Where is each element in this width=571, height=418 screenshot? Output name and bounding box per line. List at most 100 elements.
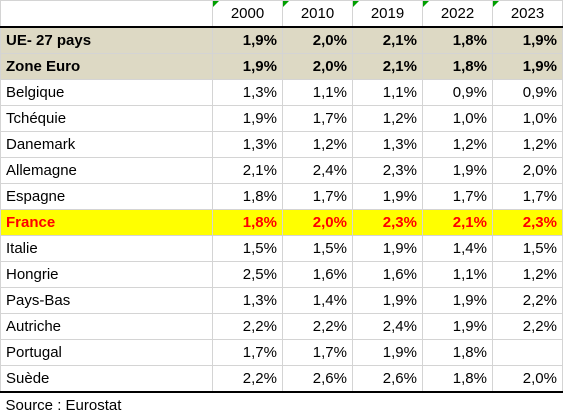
value-cell[interactable]: 1,9%: [212, 105, 283, 132]
value-cell[interactable]: 1,5%: [282, 235, 353, 262]
value-cell[interactable]: 1,9%: [212, 53, 283, 80]
value-cell[interactable]: 1,7%: [282, 105, 353, 132]
value-cell[interactable]: 2,3%: [352, 209, 423, 236]
value-cell[interactable]: 2,0%: [492, 157, 563, 184]
value-cell[interactable]: 1,9%: [492, 53, 563, 80]
value-cell[interactable]: 1,1%: [422, 261, 493, 288]
value-cell[interactable]: 1,2%: [352, 105, 423, 132]
value-cell[interactable]: 1,0%: [422, 105, 493, 132]
value-cell[interactable]: 1,0%: [492, 105, 563, 132]
value-cell[interactable]: 2,1%: [422, 209, 493, 236]
year-header[interactable]: 2010: [282, 0, 353, 28]
value-cell[interactable]: 2,6%: [352, 365, 423, 393]
table-row: Danemark 1,3% 1,2% 1,3% 1,2% 1,2%: [0, 131, 563, 158]
value-cell[interactable]: 1,7%: [212, 339, 283, 366]
empty-cell[interactable]: [352, 391, 423, 418]
value-cell[interactable]: 2,2%: [212, 365, 283, 393]
year-header[interactable]: 2022: [422, 0, 493, 28]
value-cell[interactable]: 2,2%: [492, 313, 563, 340]
value-cell[interactable]: 1,8%: [422, 26, 493, 54]
country-cell[interactable]: France: [0, 209, 213, 236]
corner-cell[interactable]: [0, 0, 213, 28]
value-cell[interactable]: 1,9%: [492, 26, 563, 54]
value-cell[interactable]: 1,9%: [352, 235, 423, 262]
value-cell[interactable]: 1,5%: [492, 235, 563, 262]
value-cell[interactable]: 1,1%: [352, 79, 423, 106]
country-cell[interactable]: Suède: [0, 365, 213, 393]
value-cell[interactable]: 2,1%: [212, 157, 283, 184]
value-cell[interactable]: 1,2%: [422, 131, 493, 158]
value-cell[interactable]: 2,6%: [282, 365, 353, 393]
source-note[interactable]: Source : Eurostat: [0, 391, 213, 418]
empty-cell[interactable]: [212, 391, 283, 418]
value-cell[interactable]: 2,3%: [492, 209, 563, 236]
country-cell[interactable]: Italie: [0, 235, 213, 262]
country-cell[interactable]: Belgique: [0, 79, 213, 106]
year-header[interactable]: 2023: [492, 0, 563, 28]
empty-cell[interactable]: [422, 391, 493, 418]
aggregate-row: UE- 27 pays 1,9% 2,0% 2,1% 1,8% 1,9%: [0, 26, 563, 54]
country-cell[interactable]: Danemark: [0, 131, 213, 158]
country-cell[interactable]: Autriche: [0, 313, 213, 340]
value-cell[interactable]: 1,3%: [212, 79, 283, 106]
value-cell[interactable]: 1,8%: [422, 53, 493, 80]
value-cell[interactable]: 1,4%: [282, 287, 353, 314]
value-cell[interactable]: 0,9%: [422, 79, 493, 106]
value-cell[interactable]: 1,9%: [422, 313, 493, 340]
value-cell[interactable]: 2,2%: [492, 287, 563, 314]
value-cell[interactable]: 2,4%: [282, 157, 353, 184]
value-cell[interactable]: 1,1%: [282, 79, 353, 106]
country-cell[interactable]: Hongrie: [0, 261, 213, 288]
value-cell[interactable]: 1,9%: [352, 183, 423, 210]
value-cell[interactable]: 1,3%: [212, 287, 283, 314]
country-cell[interactable]: Tchéquie: [0, 105, 213, 132]
value-cell[interactable]: 2,2%: [212, 313, 283, 340]
value-cell[interactable]: 1,2%: [492, 261, 563, 288]
country-cell[interactable]: UE- 27 pays: [0, 26, 213, 54]
value-cell[interactable]: 2,3%: [352, 157, 423, 184]
value-cell[interactable]: 2,2%: [282, 313, 353, 340]
year-header[interactable]: 2000: [212, 0, 283, 28]
value-cell[interactable]: 1,3%: [212, 131, 283, 158]
value-cell[interactable]: 1,7%: [282, 339, 353, 366]
empty-cell[interactable]: [282, 391, 353, 418]
value-cell[interactable]: 1,8%: [212, 209, 283, 236]
value-cell[interactable]: [492, 339, 563, 366]
value-cell[interactable]: 1,9%: [352, 339, 423, 366]
value-cell[interactable]: 2,1%: [352, 53, 423, 80]
value-cell[interactable]: 1,8%: [212, 183, 283, 210]
value-cell[interactable]: 2,0%: [282, 26, 353, 54]
value-cell[interactable]: 1,8%: [422, 365, 493, 393]
value-cell[interactable]: 2,5%: [212, 261, 283, 288]
value-cell[interactable]: 1,7%: [282, 183, 353, 210]
value-cell[interactable]: 2,4%: [352, 313, 423, 340]
value-cell[interactable]: 1,7%: [422, 183, 493, 210]
value-cell[interactable]: 2,0%: [282, 209, 353, 236]
value-cell[interactable]: 1,6%: [352, 261, 423, 288]
value-cell[interactable]: 1,9%: [422, 157, 493, 184]
value-cell[interactable]: 1,8%: [422, 339, 493, 366]
value-cell[interactable]: 1,2%: [492, 131, 563, 158]
country-cell[interactable]: Portugal: [0, 339, 213, 366]
value-cell[interactable]: 2,0%: [492, 365, 563, 393]
country-cell[interactable]: Espagne: [0, 183, 213, 210]
value-cell[interactable]: 1,7%: [492, 183, 563, 210]
value-cell[interactable]: 1,9%: [352, 287, 423, 314]
value-cell[interactable]: 1,9%: [212, 26, 283, 54]
country-cell[interactable]: Zone Euro: [0, 53, 213, 80]
empty-cell[interactable]: [492, 391, 563, 418]
table-row: Portugal 1,7% 1,7% 1,9% 1,8%: [0, 339, 563, 366]
value-cell[interactable]: 1,9%: [422, 287, 493, 314]
value-cell[interactable]: 2,1%: [352, 26, 423, 54]
country-cell[interactable]: Allemagne: [0, 157, 213, 184]
aggregate-row: Zone Euro 1,9% 2,0% 2,1% 1,8% 1,9%: [0, 53, 563, 80]
value-cell[interactable]: 1,4%: [422, 235, 493, 262]
value-cell[interactable]: 1,2%: [282, 131, 353, 158]
value-cell[interactable]: 0,9%: [492, 79, 563, 106]
value-cell[interactable]: 2,0%: [282, 53, 353, 80]
country-cell[interactable]: Pays-Bas: [0, 287, 213, 314]
value-cell[interactable]: 1,5%: [212, 235, 283, 262]
value-cell[interactable]: 1,6%: [282, 261, 353, 288]
year-header[interactable]: 2019: [352, 0, 423, 28]
value-cell[interactable]: 1,3%: [352, 131, 423, 158]
